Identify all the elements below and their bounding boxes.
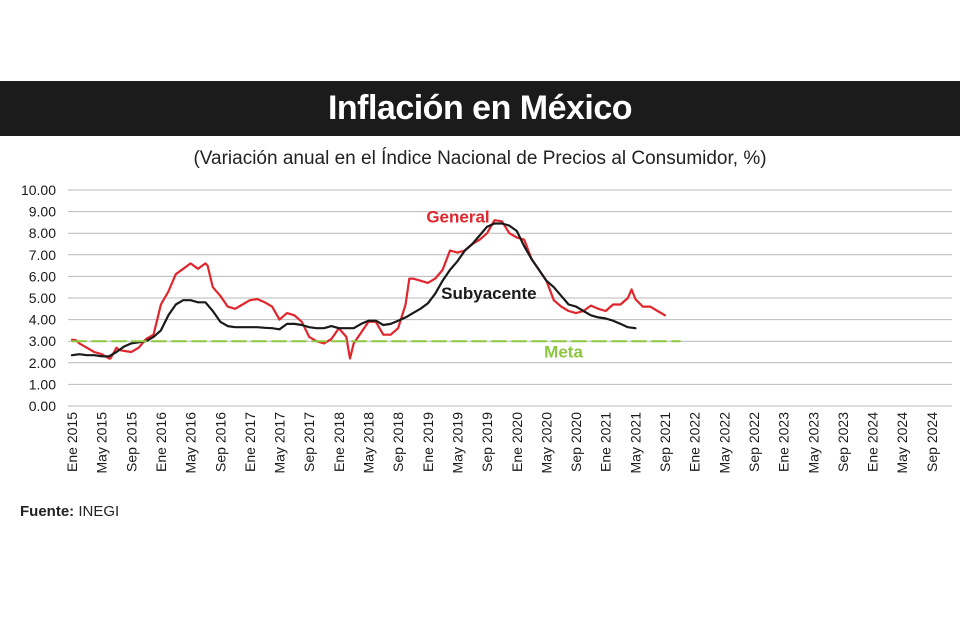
y-tick-label: 9.00 [29,204,56,220]
x-tick-label: May 2015 [94,412,110,474]
y-tick-label: 7.00 [29,247,56,263]
y-tick-label: 2.00 [29,355,56,371]
y-tick-label: 5.00 [29,290,56,306]
x-tick-label: Sep 2015 [123,412,139,472]
x-tick-label: Ene 2022 [687,412,703,472]
x-tick-label: Ene 2023 [776,412,792,472]
x-tick-label: Ene 2016 [153,412,169,472]
x-tick-label: Ene 2024 [865,412,881,472]
source-note: Fuente: INEGI [20,503,119,520]
x-tick-label: May 2019 [449,412,465,474]
source-value: INEGI [78,503,120,520]
y-tick-label: 10.00 [21,182,56,198]
x-tick-label: Sep 2018 [390,412,406,472]
x-tick-label: May 2023 [805,412,821,474]
x-tick-label: Sep 2020 [568,412,584,472]
y-tick-label: 0.00 [29,398,56,414]
x-tick-label: May 2022 [716,412,732,474]
y-tick-label: 4.00 [29,312,56,328]
x-tick-label: Sep 2024 [924,412,940,472]
inflation-line-chart: 0.00 1.00 2.00 3.00 4.00 5.00 6.00 7.00 8.00 9.00… [21,182,952,474]
series-label-general: General [426,207,489,226]
x-tick-label: May 2016 [183,412,199,474]
x-tick-label: Sep 2017 [301,412,317,472]
x-tick-label: May 2021 [627,412,643,474]
x-tick-label: Sep 2022 [746,412,762,472]
y-tick-label: 6.00 [29,268,56,284]
y-tick-label: 3.00 [29,333,56,349]
series-line-subyacente [70,222,637,358]
x-tick-label: May 2020 [538,412,554,474]
y-tick-label: 1.00 [29,376,56,392]
title-bar: Inflación en México [0,81,960,136]
x-tick-label: Sep 2016 [212,412,228,472]
x-tick-label: Ene 2020 [509,412,525,472]
x-tick-label: Ene 2021 [598,412,614,472]
x-tick-label: May 2018 [361,412,377,474]
x-tick-label: Sep 2019 [479,412,495,472]
x-tick-label: May 2017 [272,412,288,474]
x-tick-label: Ene 2019 [420,412,436,472]
source-label: Fuente: [20,503,75,520]
x-tick-label: Sep 2021 [657,412,673,472]
y-tick-label: 8.00 [29,225,56,241]
series-label-meta: Meta [544,342,583,361]
x-tick-label: Ene 2015 [64,412,80,472]
chart-subtitle: (Variación anual en el Índice Nacional d… [193,148,767,169]
x-tick-label: Sep 2023 [835,412,851,472]
series-line-general [70,219,667,360]
x-tick-label: Ene 2018 [331,412,347,472]
series-label-subyacente: Subyacente [441,284,536,303]
x-tick-label: May 2024 [894,412,910,474]
x-tick-label: Ene 2017 [242,412,258,472]
chart-title: Inflación en México [327,89,633,127]
